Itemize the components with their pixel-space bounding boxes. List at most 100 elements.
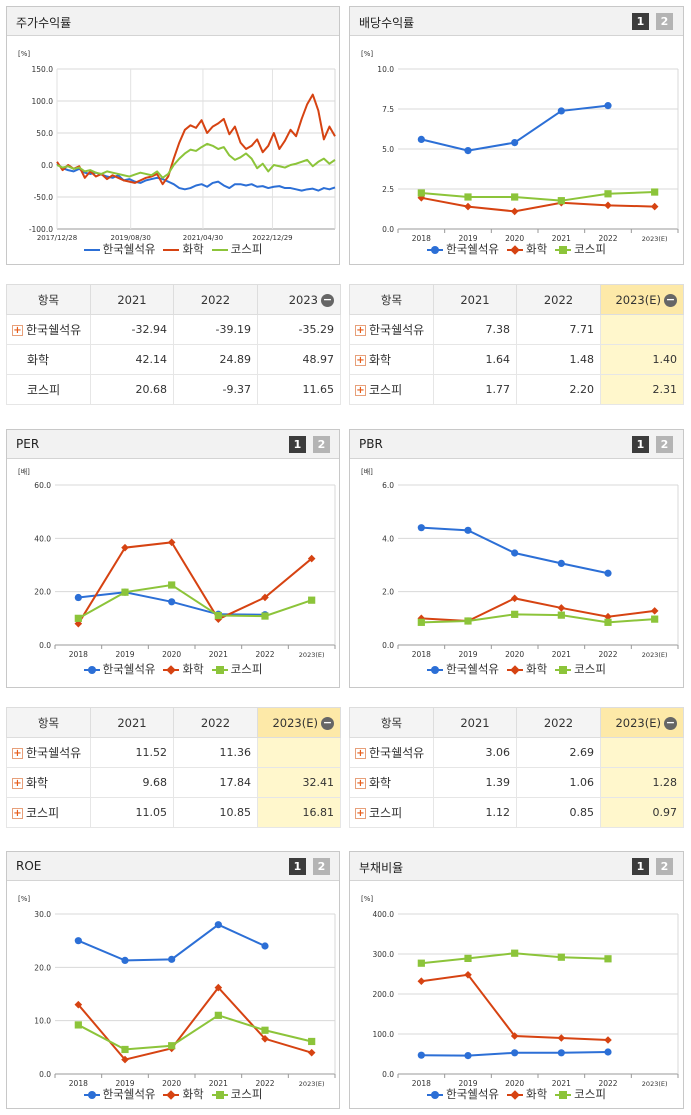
column-header-2021: 2021 [433,284,517,315]
legend-item-company[interactable]: 한국쉘석유 [83,241,155,257]
collapse-minus-icon[interactable]: − [664,715,677,730]
data-point-kospi [121,1045,129,1054]
table-row: 코스피 20.68 -9.37 11.65 [6,374,341,405]
legend-item-kospi[interactable]: 코스피 [211,241,262,257]
expand-plus-icon[interactable]: + [12,325,23,336]
row-name-label: 한국쉘석유 [26,323,82,337]
axis-unit: [%] [361,895,373,903]
chart-legend: 한국쉘석유 화학 코스피 [350,1086,683,1102]
data-point-company [417,1051,425,1059]
tab-1-button[interactable]: 1 [289,858,306,875]
column-header-2021: 2021 [90,284,174,315]
tab-2-button[interactable]: 2 [313,858,330,875]
x-tick-label: 2018 [412,1079,431,1088]
table-cell: 1.12 [433,797,517,828]
data-point-kospi [214,611,222,620]
legend-marker-kospi [555,1090,572,1100]
data-point-company [168,955,176,963]
legend-item-industry[interactable]: 화학 [506,661,547,677]
data-point-company [557,1049,565,1057]
legend-item-kospi[interactable]: 코스피 [555,1086,606,1102]
y-tick-label: 20.0 [34,963,51,972]
chart-legend: 한국쉘석유 화학 코스피 [350,241,683,257]
legend-item-kospi[interactable]: 코스피 [211,661,262,677]
legend-item-company[interactable]: 한국쉘석유 [427,241,499,257]
x-tick-label: 2018 [412,234,431,243]
expand-plus-icon[interactable]: + [12,808,23,819]
collapse-minus-icon[interactable]: − [321,292,334,307]
tab-2-button[interactable]: 2 [656,13,673,30]
collapse-minus-icon[interactable]: − [664,292,677,307]
data-point-kospi [417,959,425,967]
row-name-cell: + 코스피 [349,797,434,828]
data-point-industry [650,202,659,211]
expand-plus-icon[interactable]: + [355,325,366,336]
expand-plus-icon[interactable]: + [355,355,366,366]
table-cell: 1.39 [433,767,517,798]
table-cell: 2.31 [600,374,684,405]
header-label: 2022 [200,292,231,307]
data-point-company [604,1048,612,1056]
data-point-company [417,135,425,143]
x-tick-label: 2022 [598,234,617,243]
collapse-minus-icon[interactable]: − [321,715,334,730]
data-point-kospi [261,612,269,620]
header-label: 항목 [37,715,60,730]
expand-plus-icon[interactable]: + [355,808,366,819]
table-cell: 7.38 [433,314,517,345]
expand-plus-icon[interactable]: + [12,748,23,759]
legend-item-industry[interactable]: 화학 [163,1086,204,1102]
column-header-2022: 2022 [516,707,601,738]
axis-unit: [%] [18,895,30,903]
x-tick-label: 2023(E) [299,1080,325,1088]
legend-item-kospi[interactable]: 코스피 [211,1086,263,1102]
legend-item-company[interactable]: 한국쉘석유 [427,1086,499,1102]
tab-2-button[interactable]: 2 [656,436,673,453]
table-cell: 1.64 [433,344,517,375]
legend-label: 코스피 [230,1087,263,1101]
x-tick-label: 2021 [209,1079,228,1088]
legend-item-industry[interactable]: 화학 [506,1086,547,1102]
panel-title: 배당수익률 [359,16,415,30]
data-point-company [214,921,222,929]
expand-plus-icon[interactable]: + [12,778,23,789]
tab-1-button[interactable]: 1 [632,436,649,453]
tab-2-button[interactable]: 2 [313,436,330,453]
pbr-table: 항목 2021 2022 2023(E) − + 한국쉘석유 3.06 2.69 + 화학 1.39 1… [349,707,684,828]
x-tick-label: 2022 [255,650,274,659]
table-cell: 11.52 [90,737,174,768]
data-point-kospi [417,189,425,197]
legend-label: 화학 [182,242,204,256]
tab-1-button[interactable]: 1 [289,436,306,453]
legend-item-company[interactable]: 한국쉘석유 [427,661,499,677]
legend-item-company[interactable]: 한국쉘석유 [83,1086,156,1102]
y-tick-label: 0.0 [41,161,53,170]
legend-item-industry[interactable]: 화학 [163,241,204,257]
tab-1-button[interactable]: 1 [632,13,649,30]
axis-unit: [배] [361,467,373,476]
legend-item-kospi[interactable]: 코스피 [555,661,606,677]
table-cell: 1.40 [600,344,684,375]
expand-plus-icon[interactable]: + [355,748,366,759]
y-tick-label: 5.0 [382,145,394,154]
data-point-company [464,1052,472,1060]
legend-marker-kospi [211,245,228,255]
legend-label: 화학 [182,662,204,676]
data-point-industry [464,971,472,979]
header-label: 2023(E) [272,715,318,730]
legend-item-company[interactable]: 한국쉘석유 [83,661,155,677]
axis-unit: [%] [18,50,30,58]
tab-2-button[interactable]: 2 [656,858,673,875]
expand-plus-icon[interactable]: + [355,778,366,789]
row-name-label: 화학 [27,353,50,367]
x-tick-label: 2023(E) [299,651,325,659]
expand-plus-icon[interactable]: + [355,385,366,396]
data-point-industry [557,1034,566,1042]
legend-item-industry[interactable]: 화학 [163,661,204,677]
legend-label: 코스피 [574,242,606,256]
legend-item-kospi[interactable]: 코스피 [555,241,606,257]
legend-label: 한국쉘석유 [102,1087,156,1101]
tab-1-button[interactable]: 1 [632,858,649,875]
header-label: 2023 [288,292,318,307]
legend-item-industry[interactable]: 화학 [506,241,547,257]
